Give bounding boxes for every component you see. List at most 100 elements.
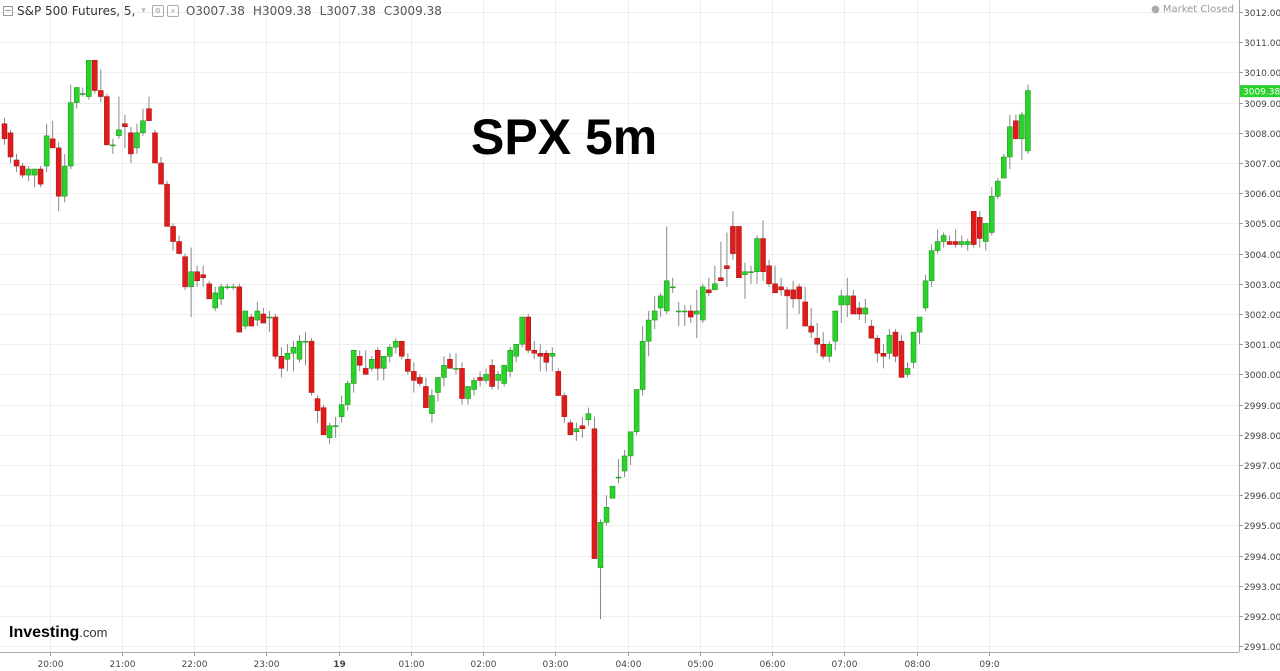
candle-down (808, 325, 814, 333)
candle-down (182, 256, 188, 288)
candle-up (922, 280, 929, 309)
candle-up (995, 180, 1001, 197)
x-tick-label: 05:00 (688, 660, 714, 670)
candle-up (453, 368, 459, 370)
candle-down (278, 356, 285, 369)
candle-down (856, 307, 863, 315)
candle-down (772, 283, 778, 294)
chart-grid (0, 0, 1239, 652)
candle-up (826, 343, 832, 357)
candle-up (694, 310, 700, 315)
candle-down (19, 165, 26, 176)
candle-up (940, 235, 947, 242)
candle-up (80, 93, 86, 95)
candle-down (206, 283, 212, 300)
x-tick-label: 20:00 (38, 660, 64, 670)
ohlc-low: L3007.38 (319, 4, 376, 18)
candle-down (55, 147, 62, 197)
chart-overlay-title: SPX 5m (471, 109, 658, 165)
candle-down (970, 211, 977, 245)
chevron-down-icon[interactable]: ▾ (141, 6, 146, 16)
candle-down (591, 428, 598, 559)
collapse-icon[interactable] (3, 6, 13, 16)
candle-up (25, 168, 32, 176)
candle-up (615, 476, 622, 479)
candle-up (435, 377, 441, 393)
candle-up (393, 340, 399, 348)
settings-icon[interactable]: ⚙ (151, 5, 164, 17)
candle-down (92, 60, 98, 91)
candle-down (362, 368, 369, 375)
y-tick-label: 2997.00 (1244, 462, 1280, 472)
y-tick-label: 3001.00 (1244, 341, 1280, 351)
candle-up (754, 238, 760, 272)
y-tick-label: 2994.00 (1244, 553, 1280, 563)
candle-up (332, 425, 339, 427)
investing-logo: Investing.com (9, 624, 107, 642)
candle-down (766, 265, 772, 285)
candle-up (242, 310, 249, 327)
candle-up (116, 129, 122, 137)
candle-up (862, 307, 869, 315)
status-text: Market Closed (1162, 4, 1234, 15)
candle-down (850, 295, 857, 315)
candle-down (399, 340, 405, 357)
candle-up (609, 485, 616, 499)
candle-down (537, 353, 544, 357)
candle-up (928, 250, 935, 282)
candle-up (338, 404, 345, 417)
candle-down (374, 349, 381, 369)
symbol-label[interactable]: S&P 500 Futures, 5, (17, 4, 136, 18)
candle-down (122, 123, 128, 128)
candle-up (266, 316, 273, 319)
status-dot-icon: ● (1151, 4, 1160, 15)
candle-down (98, 90, 104, 97)
x-tick-label: 08:00 (905, 660, 931, 670)
candle-up (627, 431, 634, 457)
candle-up (934, 241, 941, 251)
candle-up (573, 428, 580, 433)
candle-down (356, 356, 363, 366)
candle-up (519, 316, 525, 345)
candle-up (61, 165, 68, 197)
candle-up (296, 340, 303, 360)
candle-down (489, 365, 495, 387)
x-tick-label: 09:0 (979, 660, 999, 670)
candle-up (495, 374, 501, 381)
market-status: ● Market Closed (1151, 4, 1234, 15)
y-tick-label: 2992.00 (1244, 613, 1280, 623)
candle-up (675, 310, 682, 313)
x-tick-label: 02:00 (471, 660, 497, 670)
candle-down (952, 241, 959, 245)
candle-up (465, 386, 471, 399)
candle-up (302, 340, 309, 343)
candle-up (290, 346, 297, 354)
y-tick-label: 2999.00 (1244, 402, 1280, 412)
candle-down (579, 425, 586, 430)
x-tick-label: 06:00 (760, 660, 786, 670)
x-tick-label: 04:00 (616, 660, 642, 670)
x-tick-label: 23:00 (254, 660, 280, 670)
candle-down (567, 422, 574, 436)
y-tick-label: 3006.00 (1244, 190, 1280, 200)
y-tick-label: 3009.00 (1244, 100, 1280, 110)
candle-down (49, 138, 56, 149)
candle-down (736, 226, 742, 279)
candle-up (838, 295, 845, 306)
candle-up (284, 353, 291, 360)
last-price-label: 3009.38 (1243, 88, 1280, 98)
candle-down (405, 359, 411, 372)
y-tick-label: 2998.00 (1244, 432, 1280, 442)
candle-up (326, 425, 333, 439)
close-icon[interactable]: × (166, 5, 179, 17)
last-price-badge (1240, 85, 1280, 98)
candle-down (874, 337, 881, 354)
candle-up (31, 168, 38, 176)
y-tick-label: 3003.00 (1244, 281, 1280, 291)
candle-down (459, 368, 465, 399)
candle-up (501, 365, 507, 384)
candle-down (898, 340, 905, 378)
candle-down (976, 217, 983, 239)
y-tick-label: 3000.00 (1244, 371, 1280, 381)
candle-down (308, 340, 315, 393)
